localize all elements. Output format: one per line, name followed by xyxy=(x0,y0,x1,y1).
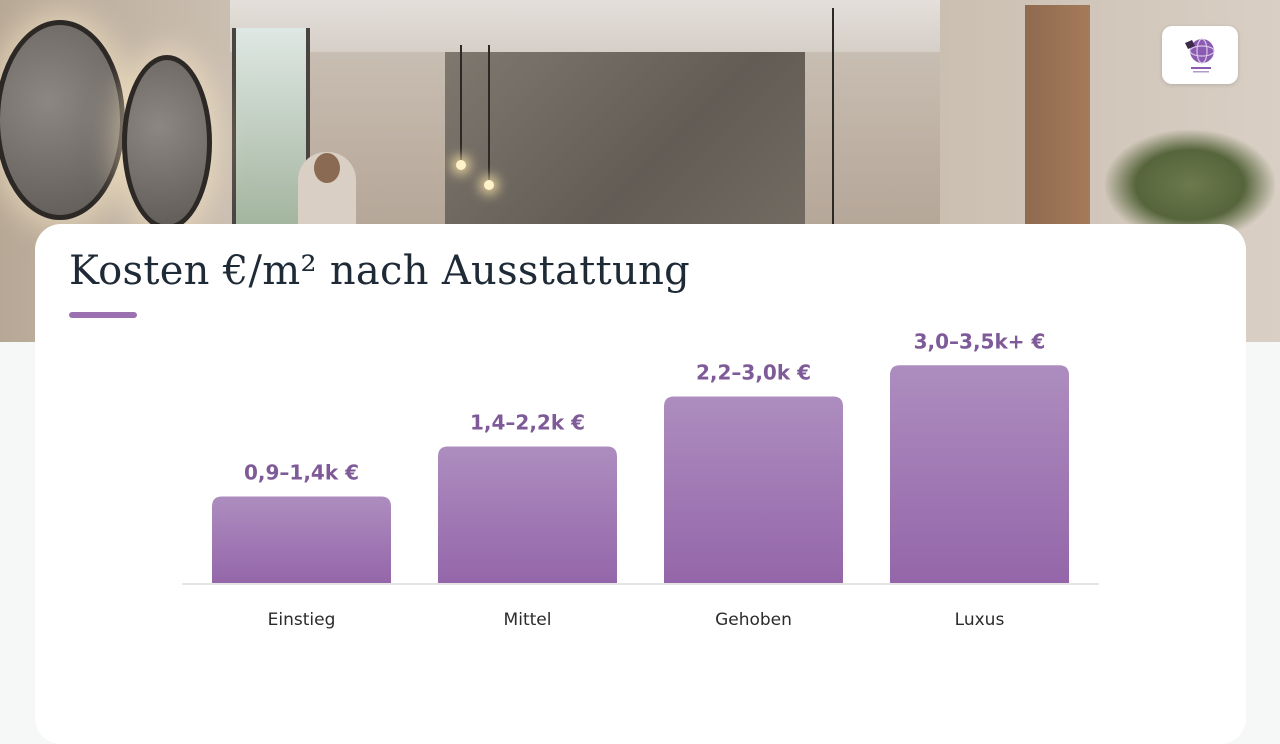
bar-luxus xyxy=(890,365,1069,584)
category-label: Mittel xyxy=(504,610,552,630)
photo-shower-frame xyxy=(832,8,834,228)
title-accent-underline xyxy=(69,312,137,318)
photo-person-head xyxy=(314,153,340,183)
bar-gehoben xyxy=(664,396,843,584)
photo-pendant-bulb xyxy=(456,160,466,170)
bar-value-label: 0,9–1,4k € xyxy=(244,461,359,485)
photo-pendant-bulb xyxy=(484,180,494,190)
bar-einstieg xyxy=(212,496,391,584)
photo-window xyxy=(232,28,310,238)
globe-logo-icon xyxy=(1185,38,1215,73)
bar-value-label: 2,2–3,0k € xyxy=(696,361,811,385)
bar-value-label: 3,0–3,5k+ € xyxy=(914,329,1046,353)
photo-mirror-right xyxy=(122,55,212,230)
photo-plant xyxy=(1105,130,1275,240)
logo-badge[interactable] xyxy=(1162,26,1238,84)
photo-stone-wall xyxy=(445,52,805,227)
category-label: Einstieg xyxy=(268,610,336,630)
bar-value-label: 1,4–2,2k € xyxy=(470,411,585,435)
cost-bar-chart: 0,9–1,4k € Einstieg 1,4–2,2k € Mittel 2,2–3,… xyxy=(182,329,1099,630)
category-label: Luxus xyxy=(955,610,1005,630)
bar-mittel xyxy=(438,446,617,584)
photo-wood-panel xyxy=(1025,5,1090,235)
photo-pendant-cord xyxy=(460,45,462,160)
slide-title: Kosten €/m² nach Ausstattung xyxy=(69,248,691,294)
category-label: Gehoben xyxy=(715,610,792,630)
photo-pendant-cord xyxy=(488,45,490,180)
